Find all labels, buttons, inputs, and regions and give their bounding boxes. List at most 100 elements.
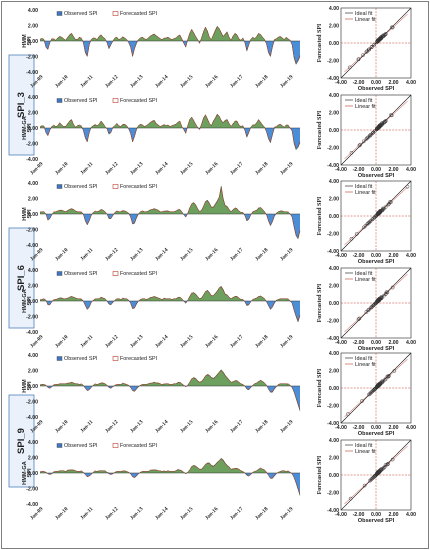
scatter-x-label: Observed SPI xyxy=(358,173,395,179)
model-label: HMM xyxy=(22,207,28,221)
scatter-point xyxy=(379,295,384,299)
scatter-point xyxy=(357,316,362,321)
y-tick-label: 2.00 xyxy=(28,368,38,374)
model-label: HMM xyxy=(22,379,28,393)
legend-ideal-label: Ideal fit xyxy=(355,11,373,17)
scatter-point xyxy=(364,50,369,54)
scatter-x-tick: -2.00 xyxy=(353,340,365,346)
legend-observed-label: Observed SPI xyxy=(64,271,98,277)
scatter-x-tick: -4.00 xyxy=(335,80,347,86)
x-tick-label: Jan-14 xyxy=(154,334,169,349)
scatter-y-tick: 4.00 xyxy=(329,266,339,272)
scatter-x-tick: 4.00 xyxy=(406,512,416,518)
x-tick-label: Jan-09 xyxy=(29,334,44,349)
scatter-panel-1-1: -4.00-4.00 -2.00 -2.00 0.00 0.00 2.00 2.00 4.00… xyxy=(317,266,416,352)
y-tick-label: -4.00 xyxy=(26,70,38,76)
scatter-point xyxy=(370,131,375,136)
y-tick-label: 4.00 xyxy=(28,268,38,274)
scatter-point xyxy=(380,380,384,385)
scatter-x-tick: -2.00 xyxy=(353,425,365,431)
legend-observed-label: Observed SPI xyxy=(64,184,98,190)
legend-linear-label: Linear fit xyxy=(355,449,376,455)
time-panel-0-1: 4.00 2.00 0.00 -2.00 -4.00 HMM-GA SPI Jan-09 Jan… xyxy=(22,95,301,176)
x-tick-label: Jan-16 xyxy=(204,506,219,521)
forecasted-series-line xyxy=(39,114,301,149)
legend-forecasted-swatch xyxy=(112,98,119,103)
y-tick-label: -4.00 xyxy=(26,243,38,249)
scatter-point xyxy=(387,373,391,378)
scatter-y-tick: 2.00 xyxy=(329,23,339,29)
x-tick-label: Jan-17 xyxy=(229,161,244,176)
x-tick-label: Jan-09 xyxy=(29,161,44,176)
scatter-point xyxy=(390,25,395,30)
x-tick-label: Jan-14 xyxy=(154,74,169,89)
scatter-panel-0-1: -4.00-4.00 -2.00 -2.00 0.00 0.00 2.00 2.00 4.00… xyxy=(317,93,416,179)
x-tick-label: Jan-15 xyxy=(179,419,194,434)
scatter-y-tick: 0.00 xyxy=(329,301,339,307)
scatter-point xyxy=(405,184,410,189)
group-box xyxy=(8,227,35,329)
legend-observed-label: Observed SPI xyxy=(64,356,98,362)
scatter-point xyxy=(367,307,371,312)
y-tick-label: -2.00 xyxy=(26,314,38,320)
scatter-point xyxy=(362,483,367,488)
forecasted-series-line xyxy=(39,459,301,494)
scatter-point xyxy=(366,221,370,226)
scatter-point xyxy=(370,476,375,481)
x-tick-label: Jan-19 xyxy=(279,74,294,89)
scatter-y-tick: -2.00 xyxy=(327,231,339,237)
legend: Observed SPI Forecasted SPI xyxy=(56,184,157,190)
legend-forecasted-label: Forecasted SPI xyxy=(120,271,157,277)
observed-series-line xyxy=(39,369,301,411)
scatter-y-tick: -4.00 xyxy=(327,249,339,255)
scatter-point xyxy=(381,33,385,38)
scatter-y-label: Forecasted SPI xyxy=(317,196,323,235)
observed-area-positive xyxy=(40,186,300,214)
scatter-y-tick: -4.00 xyxy=(327,421,339,427)
y-axis-label: SPI xyxy=(27,209,33,218)
x-tick-label: Jan-12 xyxy=(104,247,119,262)
observed-area-positive xyxy=(40,286,300,301)
scatter-point xyxy=(361,53,365,58)
scatter-point xyxy=(376,124,381,129)
scatter-x-tick: 2.00 xyxy=(388,253,398,259)
legend-ideal-label: Ideal fit xyxy=(355,98,373,104)
linear-fit-line xyxy=(344,273,408,333)
group-spi-9: SPI_9 xyxy=(8,394,35,488)
scatter-x-tick: 4.00 xyxy=(406,253,416,259)
scatter-point xyxy=(390,285,395,290)
scatter-y-tick: -2.00 xyxy=(327,145,339,151)
y-tick-label: 4.00 xyxy=(28,8,38,14)
legend-forecasted-swatch xyxy=(112,184,119,189)
scatter-point xyxy=(385,290,390,295)
scatter-point xyxy=(365,136,370,140)
scatter-y-tick: 0.00 xyxy=(329,386,339,392)
scatter-y-tick: -2.00 xyxy=(327,490,339,496)
scatter-point xyxy=(381,206,385,211)
legend: Observed SPI Forecasted SPI xyxy=(56,271,157,277)
scatter-point xyxy=(360,399,364,403)
legend: Observed SPI Forecasted SPI xyxy=(56,98,157,104)
y-axis-label: SPI xyxy=(27,381,33,390)
scatter-y-tick: 4.00 xyxy=(329,351,339,357)
y-tick-label: 0.00 xyxy=(28,471,38,477)
scatter-x-tick: -2.00 xyxy=(353,253,365,259)
scatter-point xyxy=(386,374,391,379)
scatter-x-tick: 2.00 xyxy=(388,425,398,431)
scatter-y-label: Forecasted SPI xyxy=(317,455,323,494)
scatter-point xyxy=(380,379,384,384)
scatter-point xyxy=(375,211,380,216)
scatter-x-tick: 2.00 xyxy=(388,512,398,518)
model-label: HMM-GA xyxy=(22,289,28,313)
observed-area-negative xyxy=(40,386,300,411)
y-tick-label: 0.00 xyxy=(28,299,38,305)
scatter-point xyxy=(372,42,377,47)
scatter-point xyxy=(379,36,384,40)
scatter-point xyxy=(380,121,384,126)
y-tick-label: -4.00 xyxy=(26,502,38,508)
scatter-point xyxy=(377,297,382,302)
scatter-point xyxy=(375,127,379,132)
x-tick-label: Jan-18 xyxy=(254,419,269,434)
